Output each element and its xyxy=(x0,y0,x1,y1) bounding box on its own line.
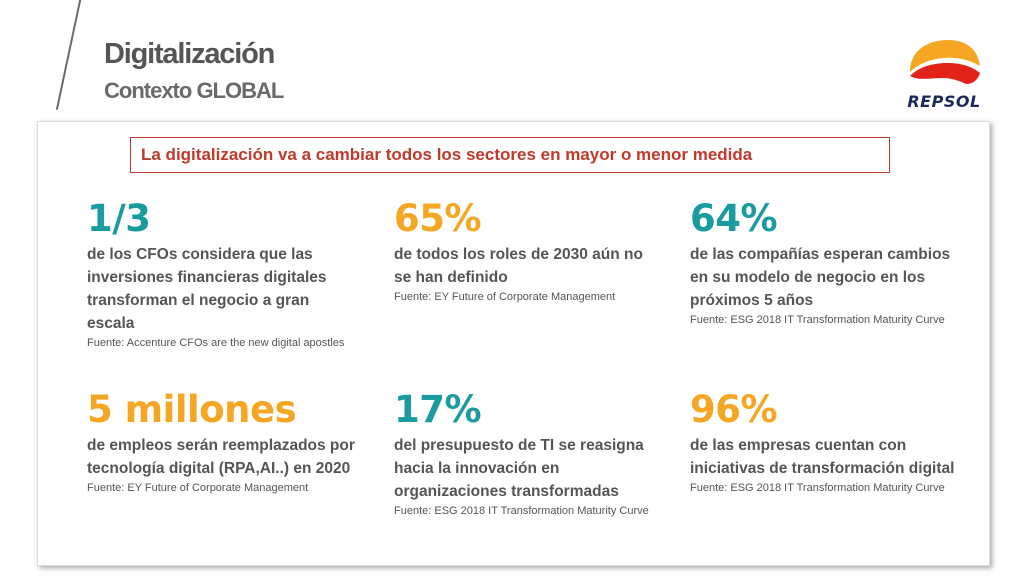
stat-source: Fuente: EY Future of Corporate Managemen… xyxy=(87,482,309,494)
logo-flame-orange xyxy=(910,40,980,72)
stat-description: de empleos serán reemplazados por tecnol… xyxy=(87,437,355,477)
header-divider-line xyxy=(55,0,82,110)
stat-value: 65% xyxy=(394,197,482,240)
stat-card: 64% de las compañías esperan cambios en … xyxy=(690,197,960,328)
stat-source: Fuente: ESG 2018 IT Transformation Matur… xyxy=(394,505,649,517)
stat-card: 65% de todos los roles de 2030 aún no se… xyxy=(394,197,664,305)
stat-source: Fuente: ESG 2018 IT Transformation Matur… xyxy=(690,314,945,326)
stat-value: 5 millones xyxy=(87,388,297,431)
stat-description: del presupuesto de TI se reasigna hacia … xyxy=(394,437,644,500)
logo-flame-red xyxy=(910,63,980,84)
stat-description: de las compañías esperan cambios en su m… xyxy=(690,246,951,309)
repsol-logo: REPSOL xyxy=(907,40,980,111)
stat-value: 1/3 xyxy=(87,197,151,240)
stat-value: 64% xyxy=(690,197,778,240)
logo-wordmark: REPSOL xyxy=(907,92,980,111)
stat-source: Fuente: Accenture CFOs are the new digit… xyxy=(87,337,345,349)
stat-description: de los CFOs considera que las inversione… xyxy=(87,246,327,332)
stat-source: Fuente: ESG 2018 IT Transformation Matur… xyxy=(690,482,945,494)
stat-card: 1/3 de los CFOs considera que las invers… xyxy=(87,197,357,351)
page-title: Digitalización xyxy=(104,38,275,70)
stat-description: de todos los roles de 2030 aún no se han… xyxy=(394,246,643,286)
stat-source: Fuente: EY Future of Corporate Managemen… xyxy=(394,291,616,303)
headline-banner: La digitalización va a cambiar todos los… xyxy=(130,137,890,173)
stat-card: 17% del presupuesto de TI se reasigna ha… xyxy=(394,388,664,519)
stat-value: 17% xyxy=(394,388,482,431)
stat-description: de las empresas cuentan con iniciativas … xyxy=(690,437,955,477)
stat-value: 96% xyxy=(690,388,778,431)
stat-card: 96% de las empresas cuentan con iniciati… xyxy=(690,388,960,496)
content-panel: La digitalización va a cambiar todos los… xyxy=(37,121,990,566)
stat-card: 5 millones de empleos serán reemplazados… xyxy=(87,388,357,496)
page-subtitle: Contexto GLOBAL xyxy=(104,78,284,103)
